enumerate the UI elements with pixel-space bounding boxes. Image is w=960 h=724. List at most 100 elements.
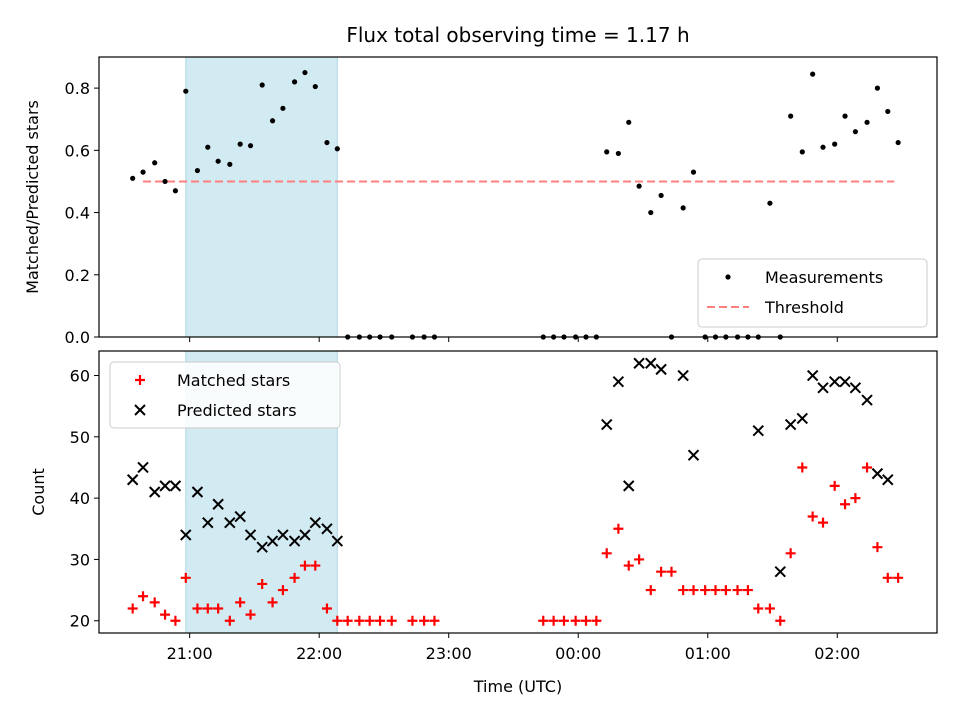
x-axis-label: Time (UTC) (473, 677, 562, 696)
bottom-y-axis-label: Count (29, 468, 48, 516)
predicted-star-point (137, 461, 149, 474)
matched-star-point (160, 609, 171, 620)
predicted-star-point (752, 424, 764, 437)
matched-star-point (732, 585, 743, 596)
predicted-star-point (309, 516, 322, 529)
measurement-point (820, 144, 826, 150)
predicted-star-point (645, 357, 657, 369)
predicted-star-point (817, 382, 829, 394)
measurement-point (172, 188, 179, 194)
predicted-star-point (677, 369, 689, 382)
predicted-star-point (148, 486, 161, 498)
matched-star-point (829, 480, 840, 491)
measurement-point (152, 160, 158, 166)
predicted-star-point (202, 516, 214, 529)
matched-star-point (321, 603, 332, 614)
predicted-star-point (224, 516, 236, 529)
measurement-point (842, 113, 848, 119)
measurement-point (767, 200, 773, 206)
measurement-point (334, 146, 340, 152)
x-tick-label: 23:00 (426, 644, 472, 663)
legend-predicted-marker (134, 404, 146, 416)
measurement-point (690, 169, 697, 175)
predicted-star-point (331, 535, 344, 547)
matched-star-point (882, 572, 893, 583)
measurement-point (130, 175, 136, 181)
measurement-point (658, 192, 664, 199)
measurement-point (247, 143, 254, 149)
matched-star-point (601, 548, 612, 559)
predicted-star-point (244, 529, 257, 541)
matched-star-point (862, 462, 873, 473)
matched-star-point (613, 523, 624, 534)
matched-star-point (807, 511, 818, 522)
matched-star-point (623, 560, 634, 571)
measurement-point (895, 139, 901, 146)
measurement-point (810, 71, 816, 77)
matched-star-point (656, 566, 667, 577)
top-y-axis-label: Matched/Predicted stars (23, 100, 42, 294)
predicted-star-point (256, 541, 268, 553)
measurement-point (615, 150, 621, 157)
matched-star-point (192, 603, 203, 614)
legend-matched-marker (135, 375, 145, 385)
matched-star-point (267, 597, 278, 608)
measurement-point (259, 82, 265, 88)
matched-star-point (127, 603, 138, 614)
matched-star-point (180, 572, 191, 583)
measurement-point (215, 158, 221, 164)
chart-title: Flux total observing time = 1.17 h (346, 23, 689, 47)
predicted-star-point (806, 369, 819, 382)
measurement-point (852, 129, 859, 135)
measurement-point (680, 205, 686, 211)
predicted-star-point (871, 467, 884, 480)
x-tick-label: 21:00 (167, 644, 213, 663)
predicted-star-point (861, 394, 873, 406)
matched-star-point (138, 591, 149, 602)
top-legend: Measurements Threshold (697, 258, 928, 328)
measurement-point (162, 178, 168, 185)
ratio-panel: 0.0 0.2 0.4 0.6 0.8 Measurements Threshold (65, 56, 938, 347)
predicted-star-point (288, 535, 301, 547)
predicted-star-point (126, 474, 139, 486)
top-y-tick-label: 0.6 (65, 141, 90, 160)
measurement-point (648, 209, 654, 216)
bottom-y-tick-label: 30 (70, 550, 90, 569)
predicted-star-point (212, 498, 224, 510)
x-tick-label: 00:00 (555, 644, 601, 663)
predicted-star-point (839, 375, 851, 388)
matched-star-point (202, 603, 213, 614)
measurement-point (205, 144, 211, 150)
matched-star-point (213, 603, 224, 614)
matched-star-point (299, 560, 310, 571)
matched-star-point (429, 615, 440, 626)
measurement-point (885, 108, 891, 115)
matched-star-point (257, 578, 268, 589)
x-tick-label: 01:00 (685, 644, 731, 663)
matched-star-point (764, 603, 775, 614)
measurement-point (302, 69, 308, 76)
predicted-star-point (655, 363, 667, 376)
x-tick-label: 22:00 (296, 644, 342, 663)
predicted-star-point (828, 375, 841, 388)
legend-predicted-label: Predicted stars (177, 401, 297, 420)
bottom-y-tick-label: 20 (70, 612, 90, 631)
predicted-star-point (612, 375, 625, 388)
bottom-plot-frame (98, 350, 938, 634)
matched-star-point (548, 615, 559, 626)
measurement-point (237, 141, 243, 147)
matched-star-point (558, 615, 569, 626)
top-y-tick-label: 0.2 (65, 266, 90, 285)
predicted-star-point (796, 412, 809, 425)
predicted-star-point (169, 480, 182, 492)
matched-star-point (818, 517, 829, 528)
matched-star-point (149, 597, 160, 608)
predicted-star-point (159, 480, 171, 492)
predicted-star-point (849, 382, 862, 394)
matched-star-point (364, 615, 375, 626)
matched-star-point (872, 542, 883, 553)
matched-star-point (753, 603, 764, 614)
top-y-tick-label: 0.4 (65, 204, 90, 223)
matched-star-point (277, 585, 288, 596)
measurement-point (626, 119, 632, 125)
